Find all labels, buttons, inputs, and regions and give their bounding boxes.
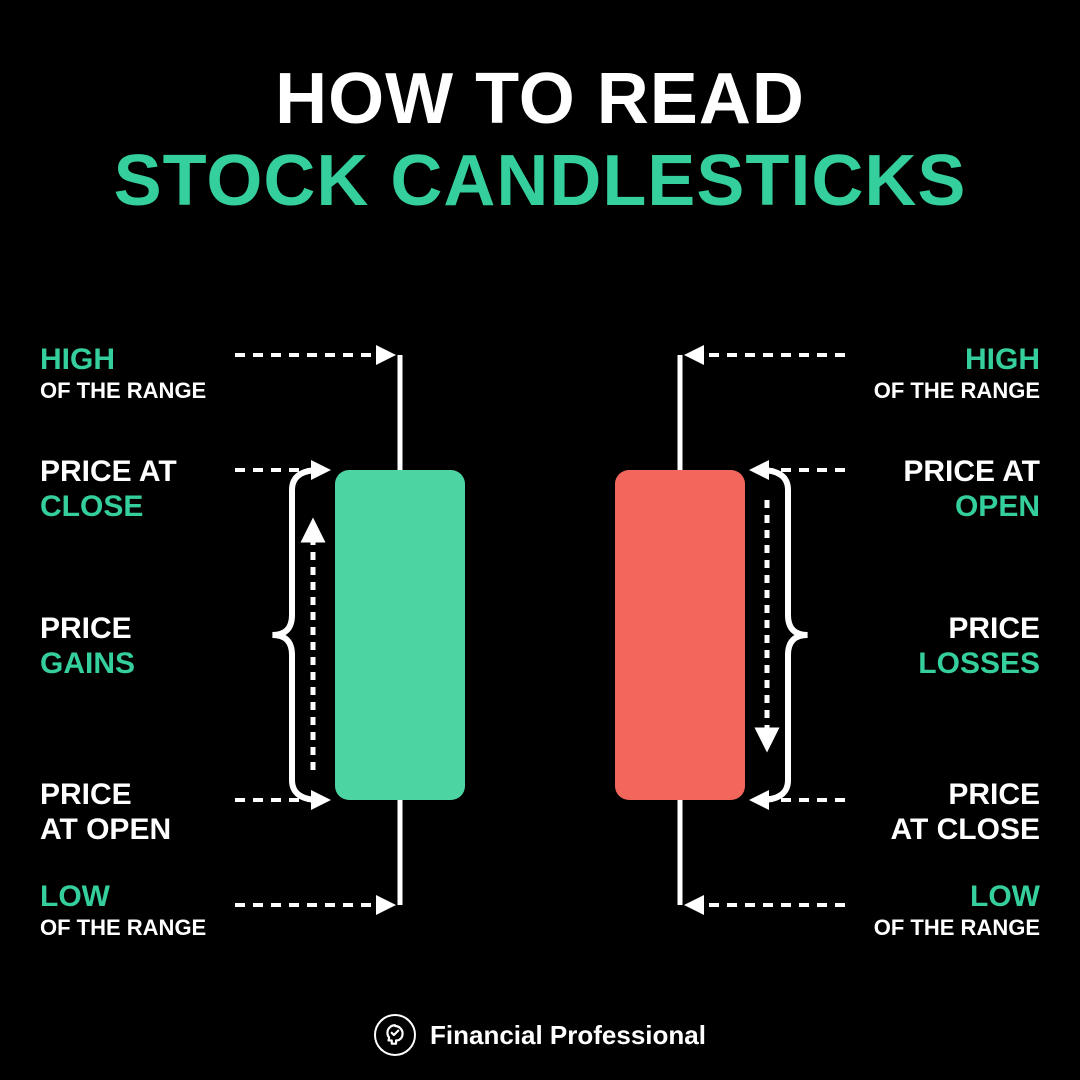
bear-candle-body xyxy=(615,470,745,800)
label-right-high: HIGHOF THE RANGE xyxy=(874,343,1040,403)
label-left-high-line2: OF THE RANGE xyxy=(40,378,206,403)
brand-head-icon xyxy=(374,1014,416,1056)
label-right-high-line2: OF THE RANGE xyxy=(874,378,1040,403)
label-right-high-line1: HIGH xyxy=(874,343,1040,378)
label-right-losses-line2: LOSSES xyxy=(918,647,1040,682)
label-right-losses-line1: PRICE xyxy=(918,612,1040,647)
label-right-low-line2: OF THE RANGE xyxy=(874,915,1040,940)
footer: Financial Professional xyxy=(0,1014,1080,1056)
infographic-root: HOW TO READSTOCK CANDLESTICKSHIGHOF THE … xyxy=(0,0,1080,1080)
label-left-close: PRICE ATCLOSE xyxy=(40,455,177,524)
label-left-open-line1: PRICE xyxy=(40,778,171,813)
label-left-gains: PRICEGAINS xyxy=(40,612,135,681)
label-right-close: PRICEAT CLOSE xyxy=(891,778,1040,847)
label-left-high-line1: HIGH xyxy=(40,343,206,378)
footer-text: Financial Professional xyxy=(430,1020,706,1051)
label-left-gains-line1: PRICE xyxy=(40,612,135,647)
label-left-close-line1: PRICE AT xyxy=(40,455,177,490)
label-right-losses: PRICELOSSES xyxy=(918,612,1040,681)
label-left-low-line1: LOW xyxy=(40,880,206,915)
label-left-close-line2: CLOSE xyxy=(40,490,177,525)
label-left-low: LOWOF THE RANGE xyxy=(40,880,206,940)
bull-candle-body xyxy=(335,470,465,800)
label-right-close-line1: PRICE xyxy=(891,778,1040,813)
label-right-low: LOWOF THE RANGE xyxy=(874,880,1040,940)
label-left-high: HIGHOF THE RANGE xyxy=(40,343,206,403)
label-right-open-line2: OPEN xyxy=(903,490,1040,525)
label-right-low-line1: LOW xyxy=(874,880,1040,915)
label-left-low-line2: OF THE RANGE xyxy=(40,915,206,940)
label-right-open: PRICE ATOPEN xyxy=(903,455,1040,524)
label-right-open-line1: PRICE AT xyxy=(903,455,1040,490)
label-left-open: PRICEAT OPEN xyxy=(40,778,171,847)
label-left-gains-line2: GAINS xyxy=(40,647,135,682)
label-right-close-line2: AT CLOSE xyxy=(891,813,1040,848)
label-left-open-line2: AT OPEN xyxy=(40,813,171,848)
